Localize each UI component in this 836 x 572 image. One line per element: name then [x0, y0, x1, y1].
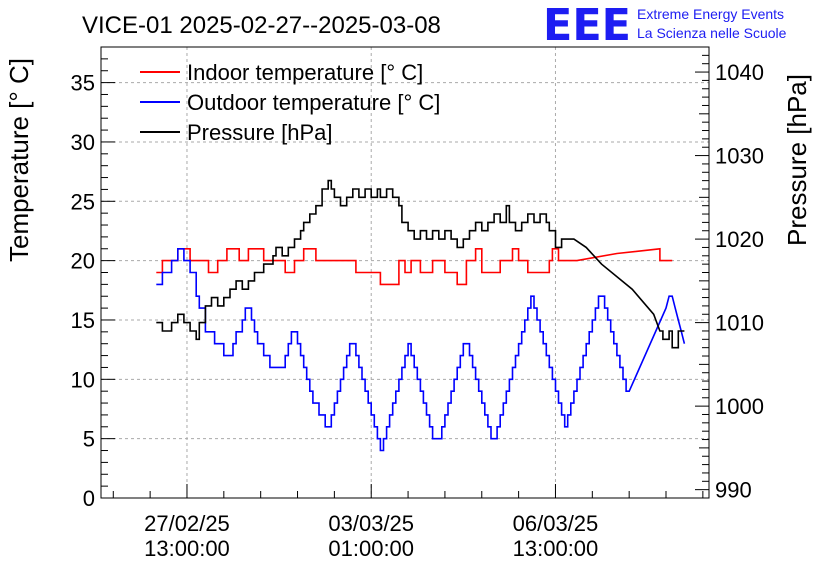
legend-label: Indoor temperature [° C]: [187, 60, 423, 85]
x-tick-label-date: 03/03/25: [328, 511, 414, 536]
y2-tick-label: 1040: [715, 60, 764, 85]
y2-tick-label: 990: [715, 478, 752, 503]
y-tick-label: 10: [71, 367, 95, 392]
y-tick-label: 35: [71, 71, 95, 96]
legend-label: Outdoor temperature [° C]: [187, 90, 440, 115]
y-tick-label: 30: [71, 130, 95, 155]
legend-label: Pressure [hPa]: [187, 120, 333, 145]
y2-axis-label: Pressure [hPa]: [782, 74, 812, 246]
x-tick-label-time: 01:00:00: [328, 536, 414, 561]
y-tick-label: 20: [71, 249, 95, 274]
x-tick-label-time: 13:00:00: [144, 536, 230, 561]
y-tick-label: 25: [71, 189, 95, 214]
logo-line1: Extreme Energy Events: [637, 6, 784, 22]
series-lines: [156, 179, 686, 452]
y2-tick-label: 1000: [715, 394, 764, 419]
y2-tick-label: 1010: [715, 311, 764, 336]
logo-mark: EEE: [543, 0, 631, 51]
x-tick-label-time: 13:00:00: [513, 536, 599, 561]
x-tick-label-date: 27/02/25: [144, 511, 230, 536]
y-tick-label: 0: [83, 486, 95, 511]
chart-title: VICE-01 2025-02-27--2025-03-08: [82, 12, 441, 39]
axes: 0 5 10 15 20 25 30 35 990 1000 1010 1020 1030 1040 27/…: [71, 54, 764, 561]
series-line: [156, 247, 673, 286]
series-line: [156, 248, 686, 452]
y-axis-label: Temperature [° C]: [4, 58, 34, 262]
x-tick-label-date: 06/03/25: [513, 511, 599, 536]
logo-line2: La Scienza nelle Scuole: [637, 25, 787, 41]
y-tick-label: 5: [83, 427, 95, 452]
series-line: [156, 179, 685, 349]
eee-logo: EEE Extreme Energy Events La Scienza nel…: [543, 0, 787, 51]
y-tick-label: 15: [71, 308, 95, 333]
legend: Indoor temperature [° C] Outdoor temperat…: [140, 60, 440, 145]
y2-tick-label: 1020: [715, 227, 764, 252]
y2-tick-label: 1030: [715, 144, 764, 169]
